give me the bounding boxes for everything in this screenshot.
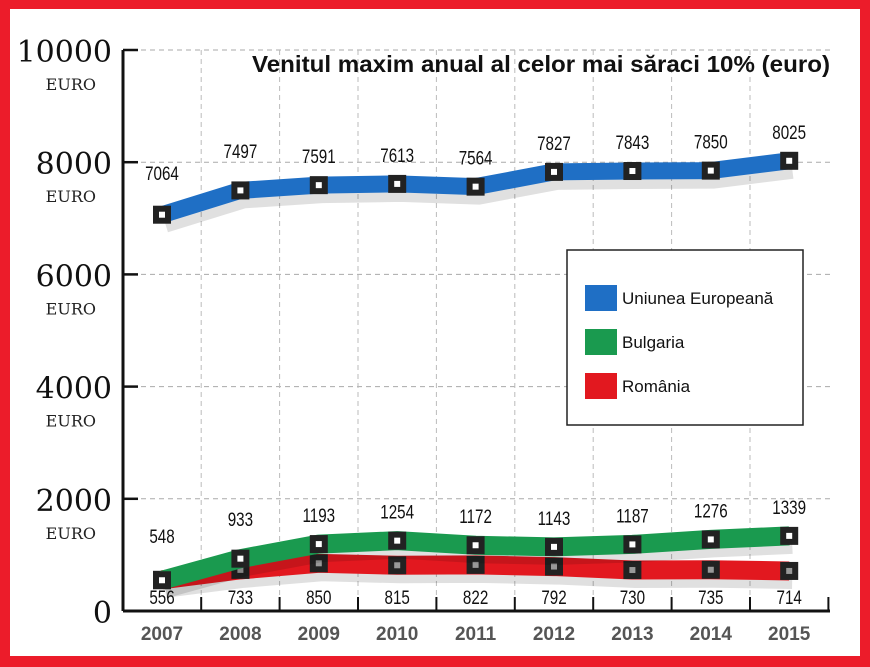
y-tick-unit: EURO — [46, 187, 96, 206]
y-tick-unit: EURO — [46, 299, 96, 318]
legend-swatch — [585, 373, 617, 399]
data-label: 7850 — [694, 131, 728, 153]
data-marker-center — [159, 577, 165, 584]
x-tick-label: 2014 — [690, 624, 733, 645]
data-label: 714 — [777, 586, 803, 608]
y-tick-label: 10000 — [17, 35, 112, 70]
data-marker-center — [472, 561, 479, 568]
data-label: 815 — [385, 586, 410, 608]
data-label: 730 — [620, 586, 645, 608]
data-label: 1276 — [694, 500, 728, 522]
data-label: 733 — [228, 586, 253, 608]
legend-label: România — [622, 377, 691, 396]
data-label: 7591 — [302, 145, 336, 167]
data-label: 548 — [149, 525, 174, 547]
data-marker-center — [786, 567, 793, 574]
chart-title: Venitul maxim anual al celor mai săraci … — [252, 51, 830, 77]
data-marker-center — [551, 168, 557, 175]
data-label: 7497 — [224, 140, 258, 162]
x-tick-label: 2011 — [455, 624, 497, 645]
legend-swatch — [585, 329, 617, 355]
data-label: 556 — [149, 586, 174, 608]
data-label: 7613 — [380, 144, 414, 166]
data-marker-center — [786, 157, 793, 164]
y-tick-unit: EURO — [46, 524, 96, 543]
data-label: 1187 — [616, 505, 649, 527]
data-marker-center — [551, 543, 557, 550]
data-label: 7843 — [616, 131, 650, 153]
y-tick-unit: EURO — [46, 75, 96, 94]
data-marker-center — [394, 537, 401, 544]
legend-swatch — [585, 285, 617, 311]
y-tick-label: 0 — [93, 596, 112, 631]
data-marker-center — [315, 182, 322, 189]
line-chart: 0 2000 EURO 4000 EURO 6000 EURO 8000 EURO 10000 EU… — [17, 35, 830, 645]
x-tick-label: 2015 — [768, 624, 811, 645]
data-marker-center — [237, 555, 244, 562]
data-label: 1143 — [538, 507, 571, 529]
x-tick-label: 2012 — [533, 624, 575, 645]
data-label: 850 — [306, 586, 331, 608]
data-label: 1193 — [302, 504, 335, 526]
data-marker-center — [315, 560, 322, 567]
x-tick-label: 2013 — [611, 624, 653, 645]
data-label: 7827 — [537, 132, 571, 154]
data-marker-center — [237, 566, 244, 573]
y-tick-label: 8000 — [36, 147, 112, 182]
data-marker-center — [551, 563, 557, 570]
data-marker-center — [472, 183, 479, 190]
data-label: 735 — [698, 586, 723, 608]
x-tick-label: 2008 — [219, 624, 261, 645]
data-marker-center — [159, 211, 165, 218]
legend-label: Bulgaria — [622, 333, 685, 352]
y-tick-label: 2000 — [36, 484, 112, 519]
data-marker-center — [629, 567, 636, 574]
data-label: 1339 — [772, 496, 806, 518]
data-label: 7564 — [459, 147, 493, 169]
data-label: 822 — [463, 586, 488, 608]
y-tick-label: 4000 — [36, 372, 112, 407]
data-label: 1172 — [459, 506, 492, 528]
data-marker-center — [707, 167, 714, 174]
x-tick-label: 2010 — [376, 624, 418, 645]
data-label: 1254 — [380, 501, 414, 523]
data-marker-center — [786, 532, 793, 539]
x-tick-label: 2007 — [141, 624, 183, 645]
x-tick-label: 2009 — [298, 624, 340, 645]
y-tick-label: 6000 — [36, 259, 112, 294]
data-label: 933 — [228, 508, 253, 530]
data-label: 7064 — [145, 162, 179, 184]
y-tick-unit: EURO — [46, 412, 96, 431]
data-marker-center — [707, 536, 714, 543]
data-marker-center — [394, 562, 401, 569]
data-label: 792 — [541, 586, 566, 608]
data-label: 8025 — [772, 121, 806, 143]
legend-label: Uniunea Europeană — [622, 289, 774, 308]
data-marker-center — [237, 187, 244, 194]
data-marker-center — [472, 542, 479, 549]
data-marker-center — [629, 168, 636, 175]
data-marker-center — [707, 566, 714, 573]
data-marker-center — [629, 541, 636, 548]
data-marker-center — [315, 541, 322, 548]
chart-frame: 0 2000 EURO 4000 EURO 6000 EURO 8000 EURO 10000 EU… — [10, 9, 860, 656]
data-marker-center — [394, 180, 401, 187]
